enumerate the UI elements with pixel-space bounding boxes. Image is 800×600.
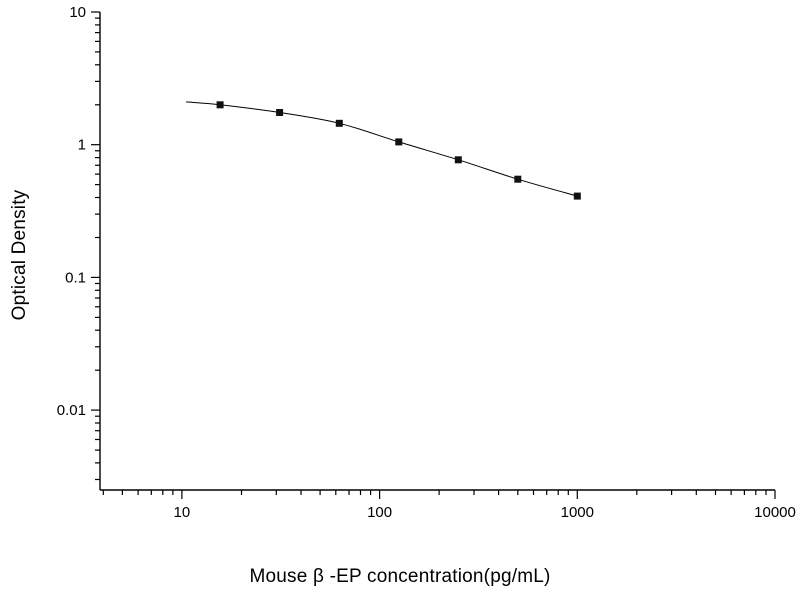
x-tick-label: 100 xyxy=(367,504,392,521)
data-point-marker xyxy=(216,101,224,109)
y-tick-label: 1 xyxy=(78,137,86,154)
x-axis-title: Mouse β -EP concentration(pg/mL) xyxy=(249,566,551,587)
x-tick-label: 1000 xyxy=(561,504,594,521)
series-standard-curve xyxy=(186,101,581,200)
data-point-marker xyxy=(573,192,581,200)
y-tick-label: 0.1 xyxy=(65,269,86,286)
x-tick-label: 10 xyxy=(174,504,191,521)
y-tick-label: 0.01 xyxy=(57,402,86,419)
tick-marks xyxy=(91,11,776,499)
data-point-marker xyxy=(395,138,403,146)
tick-labels: 10 100 1000 10000 0.01 0.1 1 10 xyxy=(57,4,796,521)
data-point-marker xyxy=(335,119,343,127)
y-axis-title: Optical Density xyxy=(9,189,30,321)
data-point-marker xyxy=(454,156,462,164)
x-tick-label: 10000 xyxy=(754,504,796,521)
data-point-marker xyxy=(514,175,522,183)
y-tick-label: 10 xyxy=(69,4,86,21)
axes xyxy=(99,12,775,491)
fit-line xyxy=(186,101,578,197)
data-point-marker xyxy=(276,109,284,116)
